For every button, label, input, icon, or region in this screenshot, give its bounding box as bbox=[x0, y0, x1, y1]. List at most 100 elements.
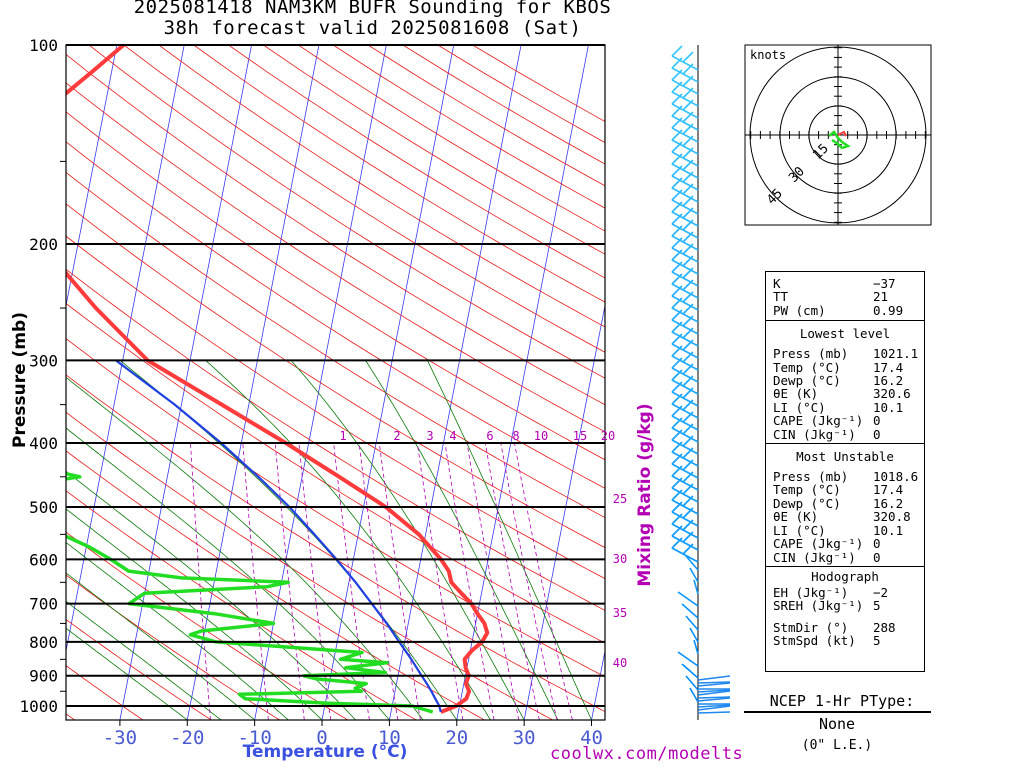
wind-barb bbox=[671, 249, 699, 275]
temperature-tick-label: 30 bbox=[513, 727, 536, 749]
most-unstable-header: Most Unstable bbox=[796, 449, 894, 465]
dry-adiabat-line bbox=[66, 82, 605, 433]
credit-text: coolwx.com/modelts bbox=[550, 744, 744, 764]
wind-barb bbox=[671, 381, 699, 407]
temperature-tick-label: 10 bbox=[378, 727, 401, 749]
wind-barb bbox=[697, 705, 731, 711]
dry-adiabat-line bbox=[66, 619, 212, 720]
index-name: CIN (Jkg⁻¹) bbox=[773, 549, 856, 565]
ptype-liquid-equivalent: (0" L.E.) bbox=[801, 738, 873, 753]
wind-barb bbox=[677, 591, 699, 607]
dry-adiabat-line bbox=[158, 45, 605, 328]
index-name: StmSpd (kt) bbox=[773, 633, 856, 649]
index-value: 320.8 bbox=[873, 509, 911, 525]
mixing-ratio-line bbox=[333, 442, 370, 720]
ptype-value: None bbox=[818, 715, 856, 733]
moist-adiabat-line bbox=[66, 627, 188, 720]
dry-adiabat-line bbox=[66, 235, 605, 580]
index-name: TT bbox=[773, 289, 789, 305]
moist-adiabat-line bbox=[66, 470, 356, 720]
dry-adiabat-line bbox=[66, 53, 605, 406]
dry-adiabat-line bbox=[66, 574, 280, 720]
moist-adiabat-line bbox=[66, 541, 289, 720]
index-row: CIN (Jkg⁻¹) 0 bbox=[773, 549, 924, 565]
wind-barb bbox=[671, 165, 699, 191]
dry-adiabat-line bbox=[66, 203, 605, 549]
wind-barb bbox=[697, 689, 731, 693]
index-row: StmSpd (kt) 5 bbox=[773, 633, 924, 649]
index-name: θE (K) bbox=[773, 386, 819, 402]
sounding-series bbox=[66, 45, 490, 714]
temperature-tick-label: -30 bbox=[103, 727, 137, 749]
lowest-level-header: Lowest level bbox=[799, 326, 891, 342]
index-row: CIN (Jkg⁻¹) 0 bbox=[773, 426, 924, 442]
hodograph-header: Hodograph bbox=[811, 568, 879, 584]
wind-barb bbox=[671, 441, 699, 467]
wind-barb bbox=[685, 615, 699, 631]
wind-barb bbox=[671, 477, 699, 503]
wind-barb bbox=[697, 682, 731, 687]
index-name: CIN (Jkg⁻¹) bbox=[773, 426, 856, 442]
index-value: 17.4 bbox=[873, 482, 904, 498]
wind-barb bbox=[671, 93, 699, 119]
wind-barb bbox=[671, 153, 699, 179]
mixing-ratio-tick-label: 25 bbox=[613, 492, 627, 506]
index-value: 0 bbox=[873, 549, 881, 565]
mixing-ratio-line bbox=[274, 442, 305, 720]
temperature-line bbox=[66, 45, 490, 714]
index-value: 0 bbox=[873, 536, 881, 552]
moist-adiabat-line bbox=[119, 360, 458, 720]
chart-subtitle: 38h forecast valid 2025081608 (Sat) bbox=[163, 17, 582, 39]
moist-adiabat-line bbox=[290, 360, 525, 720]
index-row: TT 21 bbox=[773, 289, 924, 305]
mixing-ratio-tick-label: 20 bbox=[601, 429, 615, 443]
index-row: CAPE (Jkg⁻¹) 0 bbox=[773, 413, 924, 429]
mixing-ratio-line bbox=[298, 442, 332, 720]
wind-barb bbox=[671, 417, 699, 443]
index-row: Press (mb) 1021.1 bbox=[773, 347, 924, 361]
dry-adiabat-line bbox=[66, 141, 605, 489]
pressure-tick-label: 300 bbox=[29, 351, 58, 370]
dry-adiabat-line bbox=[66, 338, 605, 678]
wind-barb bbox=[697, 681, 731, 684]
wind-barb bbox=[671, 177, 699, 203]
index-value: 0 bbox=[873, 413, 881, 429]
wind-barb bbox=[671, 69, 699, 95]
mixing-ratio-tick-label: 1 bbox=[339, 429, 346, 443]
wind-barb bbox=[697, 704, 731, 708]
dry-adiabat-line bbox=[66, 268, 605, 611]
index-value: 10.1 bbox=[873, 522, 904, 538]
wind-barb bbox=[671, 285, 699, 311]
wind-barb bbox=[671, 57, 699, 83]
mixing-ratio-tick-label: 6 bbox=[486, 429, 493, 443]
index-row: Temp (°C) 17.4 bbox=[773, 482, 924, 498]
index-name: StmDir (°) bbox=[773, 619, 849, 635]
dry-adiabat-line bbox=[0, 45, 6, 720]
mixing-ratio-tick-label: 15 bbox=[573, 429, 587, 443]
wind-barb bbox=[671, 369, 699, 395]
isotherm-line bbox=[186, 45, 320, 720]
temperature-tick-label: 0 bbox=[316, 727, 327, 749]
index-value: 16.2 bbox=[873, 495, 904, 511]
index-value: 288 bbox=[873, 619, 896, 635]
indices-panel: K −37 TT 21 PW (cm) 0.99 Lowest level Press (… bbox=[765, 271, 925, 672]
hodograph-units-label: knots bbox=[750, 48, 786, 62]
wind-barb bbox=[671, 465, 699, 491]
chart-title: 2025081418 NAM3KM BUFR Sounding for KBOS bbox=[133, 0, 612, 18]
index-row: LI (°C) 10.1 bbox=[773, 400, 924, 414]
plot-frame bbox=[60, 44, 606, 726]
wind-barb bbox=[671, 405, 699, 431]
wind-barb bbox=[685, 675, 699, 691]
moist-adiabat-line bbox=[365, 360, 559, 720]
wind-barb bbox=[671, 105, 699, 131]
mixing-ratio-line bbox=[484, 442, 540, 720]
index-row: EH (Jkg⁻¹) −2 bbox=[773, 585, 924, 599]
wind-barb bbox=[671, 357, 699, 383]
isotherm-line bbox=[523, 303, 605, 720]
parcel-line bbox=[115, 359, 442, 713]
wind-barb bbox=[671, 201, 699, 227]
index-row: LI (°C) 10.1 bbox=[773, 522, 924, 538]
pressure-tick-label: 1000 bbox=[19, 697, 58, 716]
index-value: −37 bbox=[873, 276, 896, 291]
